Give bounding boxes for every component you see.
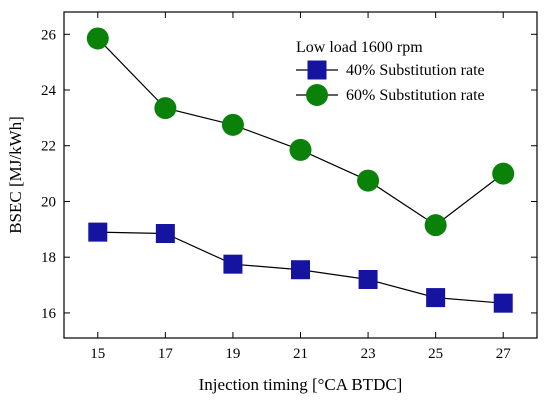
ticks-layer: 15 17 19 21 23 25 27 16 18 20 22 24 26 bbox=[41, 12, 537, 362]
y-axis-label: BSEC [MJ/kWh] bbox=[6, 116, 25, 234]
x-tick-label: 27 bbox=[496, 346, 512, 362]
x-tick-label: 25 bbox=[428, 346, 443, 362]
x-tick-label: 21 bbox=[293, 346, 308, 362]
legend-label: 60% Substitution rate bbox=[346, 87, 485, 104]
y-tick-label: 24 bbox=[41, 83, 57, 99]
data-point bbox=[424, 214, 447, 237]
data-point bbox=[357, 169, 380, 192]
data-point bbox=[221, 113, 244, 136]
data-point bbox=[492, 162, 515, 185]
plot-frame bbox=[63, 11, 538, 339]
y-tick-label: 26 bbox=[41, 27, 57, 43]
x-tick-label: 15 bbox=[90, 346, 105, 362]
data-point bbox=[289, 138, 312, 161]
legend-items: 40% Substitution rate 60% Substitution ra… bbox=[296, 60, 485, 106]
x-tick-label: 19 bbox=[225, 346, 240, 362]
data-point bbox=[88, 222, 108, 242]
legend-label: 40% Substitution rate bbox=[346, 62, 485, 79]
data-point bbox=[291, 260, 310, 280]
y-tick-label: 18 bbox=[41, 250, 56, 266]
y-tick-label: 16 bbox=[41, 306, 57, 322]
legend-title: Low load 1600 rpm bbox=[296, 39, 423, 56]
legend: Low load 1600 rpm 40% Substitution rate 6… bbox=[296, 39, 485, 106]
data-point bbox=[426, 288, 446, 308]
series-layer bbox=[86, 27, 515, 313]
legend-marker bbox=[307, 60, 327, 80]
data-point bbox=[86, 27, 109, 50]
data-point bbox=[223, 254, 243, 274]
y-tick-label: 20 bbox=[41, 194, 56, 210]
y-tick-label: 22 bbox=[41, 139, 56, 155]
x-tick-label: 23 bbox=[361, 346, 376, 362]
x-axis-label: Injection timing [°CA BTDC] bbox=[199, 375, 403, 394]
data-point bbox=[493, 293, 513, 313]
legend-marker bbox=[306, 84, 328, 106]
data-point bbox=[155, 224, 175, 244]
data-point bbox=[154, 97, 177, 120]
data-point bbox=[358, 269, 378, 289]
x-tick-label: 17 bbox=[158, 346, 174, 362]
